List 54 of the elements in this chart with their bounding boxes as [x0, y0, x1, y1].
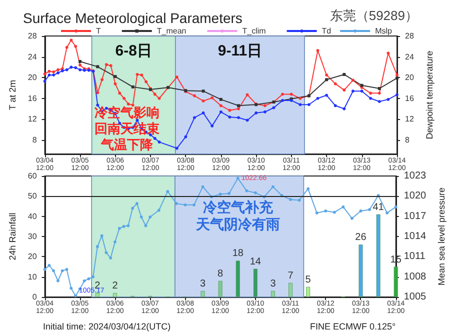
data-label: 2 [112, 280, 118, 292]
y2-tick-label: 1023 [404, 170, 427, 182]
text: FINE ECMWF 0.125° [310, 322, 396, 332]
y-tick-label: 12 [28, 114, 38, 124]
data-label: 41 [372, 202, 384, 213]
y2-tick-label: 1014 [404, 231, 427, 242]
legend-label: T_mean [156, 26, 186, 36]
y2-tick-label: 12 [405, 114, 414, 124]
y-tick-label: 60 [28, 172, 38, 180]
data-label: 26 [355, 232, 367, 244]
y2-tick-label: 1020 [404, 190, 427, 202]
y2-tick-label: 1011 [404, 251, 426, 262]
annotation: 气温下降 [100, 137, 154, 152]
y-tick-label: 20 [28, 252, 38, 262]
data-label: 3 [200, 278, 206, 290]
legend-label: T [96, 26, 101, 36]
y-tick-label: 24 [28, 52, 38, 62]
data-label: 14 [250, 256, 262, 268]
legend-label: Td [322, 26, 332, 36]
annotation: 冷空气补充 [203, 199, 274, 215]
y-axis-title: 24h Rainfall [8, 212, 18, 260]
y-tick-label: 50 [28, 192, 38, 201]
chart-title: Surface Meteorological Parameters [23, 10, 242, 26]
y2-tick-label: 24 [405, 52, 414, 62]
text: Initial time: 2024/03/04/12(UTC) [43, 322, 171, 332]
annotation: 天气阴冷有雨 [195, 216, 280, 232]
band-label: 6-8日 [115, 42, 152, 60]
y-tick-label: 30 [28, 232, 38, 241]
y-tick-label: 8 [32, 135, 38, 144]
y2-tick-label: 8 [405, 135, 410, 144]
y-tick-label: 40 [28, 212, 38, 221]
y-tick-label: 10 [28, 272, 38, 282]
y-tick-label: 20 [28, 73, 38, 82]
y2-tick-label: 1008 [404, 271, 427, 282]
y2-tick-label: 1017 [404, 210, 427, 222]
text: 东莞（59289） [330, 8, 418, 23]
y-tick-label: 0 [32, 292, 38, 302]
y2-axis-title: Dewpoint temperature [424, 50, 434, 140]
y2-tick-label: 28 [405, 32, 414, 40]
band-label: 9-11日 [218, 42, 262, 60]
y2-tick-label: 20 [405, 73, 414, 82]
y2-tick-label: 1005 [404, 292, 427, 302]
legend-label: Mslp [375, 26, 393, 36]
data-label: 3 [270, 278, 276, 290]
y2-tick-label: 16 [405, 94, 414, 103]
data-label: 7 [288, 270, 294, 282]
data-label: 8 [218, 268, 224, 280]
data-label: 18 [232, 248, 244, 260]
y-axis-title: T at 2m [8, 80, 18, 110]
y2-axis-title: Mean sea level pressure [436, 187, 446, 286]
data-label: 5 [305, 274, 312, 286]
y-tick-label: 16 [28, 94, 38, 103]
legend-label: T_clim [242, 26, 266, 36]
y-tick-label: 28 [28, 32, 38, 40]
